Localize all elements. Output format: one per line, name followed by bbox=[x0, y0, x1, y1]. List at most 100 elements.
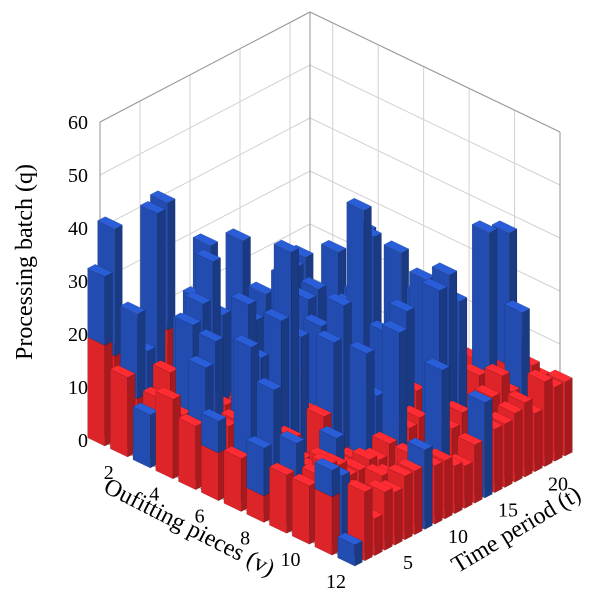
bar-face-side bbox=[424, 445, 433, 530]
bar-face-side bbox=[394, 487, 403, 546]
bar-blue bbox=[314, 457, 341, 498]
bar-face-top bbox=[233, 334, 260, 348]
bar-face-top bbox=[397, 458, 423, 472]
x-tick-label: 8 bbox=[240, 527, 250, 549]
bar-face-top bbox=[367, 479, 393, 493]
bar-face-top bbox=[185, 291, 212, 305]
bar-face-front bbox=[269, 466, 287, 534]
bar-face-side bbox=[494, 424, 503, 494]
bar-red bbox=[291, 473, 318, 545]
grid-line bbox=[309, 170, 561, 292]
y-tick-label: 15 bbox=[498, 500, 518, 522]
bar-face-front bbox=[87, 336, 106, 447]
bar-face-side bbox=[414, 466, 423, 536]
bar-face-top bbox=[188, 355, 214, 369]
bar-face-side bbox=[454, 461, 463, 515]
bar-face-top bbox=[198, 328, 224, 342]
bar-face-top bbox=[471, 220, 498, 233]
bar-blue bbox=[132, 402, 159, 469]
bar-face-front bbox=[223, 449, 242, 512]
bar-face-top bbox=[306, 404, 332, 418]
bar-blue bbox=[87, 264, 113, 346]
bar-face-side bbox=[484, 398, 493, 499]
grid-line bbox=[309, 117, 561, 239]
z-tick-label: 60 bbox=[68, 112, 88, 134]
bar-face-top bbox=[457, 432, 483, 446]
x-tick-label: 2 bbox=[104, 462, 114, 484]
bar-face-front bbox=[314, 488, 333, 556]
bar-face-front bbox=[381, 324, 400, 450]
bar-face-side bbox=[554, 382, 563, 462]
bar-face-top bbox=[467, 390, 493, 403]
bar-face-front bbox=[132, 406, 151, 469]
bar-blue bbox=[337, 532, 363, 567]
x-tick-label: 4 bbox=[149, 484, 159, 506]
bar-face-top bbox=[278, 430, 305, 444]
bar-face-top bbox=[175, 312, 202, 326]
bar-face-side bbox=[544, 377, 553, 467]
bar-blue bbox=[471, 220, 498, 387]
bar-face-top bbox=[273, 239, 300, 253]
bar-face-top bbox=[256, 377, 282, 391]
x-tick-label: 10 bbox=[281, 549, 301, 571]
bar-face-top bbox=[527, 369, 553, 383]
bar-face-top bbox=[388, 299, 415, 312]
bar-face-side bbox=[331, 466, 340, 498]
bar-face-top bbox=[407, 437, 433, 451]
bar-face-side bbox=[374, 514, 383, 557]
bar-red bbox=[155, 386, 182, 480]
bar-face-side bbox=[504, 419, 513, 488]
bar-face-front bbox=[246, 439, 265, 497]
x-tick-label: 12 bbox=[326, 571, 346, 593]
bar-blue bbox=[200, 408, 227, 454]
bar-face-top bbox=[268, 462, 295, 476]
bar-face-side bbox=[399, 328, 408, 450]
bar-face-top bbox=[351, 447, 378, 461]
bar-blue bbox=[381, 320, 408, 450]
bar-red bbox=[268, 462, 295, 534]
bar-red bbox=[178, 413, 204, 491]
bar-face-top bbox=[424, 357, 451, 371]
bar-red bbox=[109, 365, 136, 458]
bar-face-top bbox=[491, 220, 518, 234]
bar-face-top bbox=[314, 457, 341, 471]
bars-layer bbox=[87, 190, 573, 567]
z-tick-label: 10 bbox=[68, 377, 88, 399]
bar-face-side bbox=[489, 228, 498, 387]
bar-face-top bbox=[326, 293, 352, 306]
bar-red bbox=[223, 446, 250, 512]
z-tick-label: 20 bbox=[68, 324, 88, 346]
bar-face-top bbox=[320, 239, 347, 253]
bar-face-top bbox=[474, 384, 501, 398]
bar-face-side bbox=[564, 377, 573, 457]
bar-face-top bbox=[316, 330, 342, 343]
z-tick-label: 0 bbox=[78, 430, 88, 452]
bar-face-side bbox=[524, 398, 533, 478]
bar-face-top bbox=[484, 363, 511, 377]
bar-face-top bbox=[109, 365, 136, 378]
bar-face-top bbox=[300, 276, 327, 290]
bar-face-side bbox=[167, 198, 176, 331]
bar-face-top bbox=[87, 264, 113, 277]
bar-face-top bbox=[421, 278, 448, 291]
y-tick-label: 20 bbox=[548, 474, 568, 496]
bar-face-top bbox=[225, 228, 252, 242]
bar-face-side bbox=[218, 416, 227, 454]
bar-face-side bbox=[534, 409, 543, 473]
bar-face-top bbox=[200, 408, 227, 422]
bar-face-top bbox=[139, 200, 166, 214]
bar-face-front bbox=[349, 345, 367, 466]
z-tick-label: 50 bbox=[68, 165, 88, 187]
bar-face-side bbox=[384, 487, 393, 551]
y-tick-label: 5 bbox=[403, 552, 413, 574]
bar-face-top bbox=[119, 301, 146, 315]
bar-face-side bbox=[464, 461, 473, 509]
bar-face-top bbox=[155, 386, 182, 400]
grid-line bbox=[309, 64, 561, 186]
bar-face-front bbox=[178, 417, 196, 491]
bar-face-top bbox=[246, 435, 272, 449]
grid-line bbox=[99, 117, 311, 229]
bar-red bbox=[87, 332, 113, 447]
bar-face-top bbox=[346, 197, 372, 211]
